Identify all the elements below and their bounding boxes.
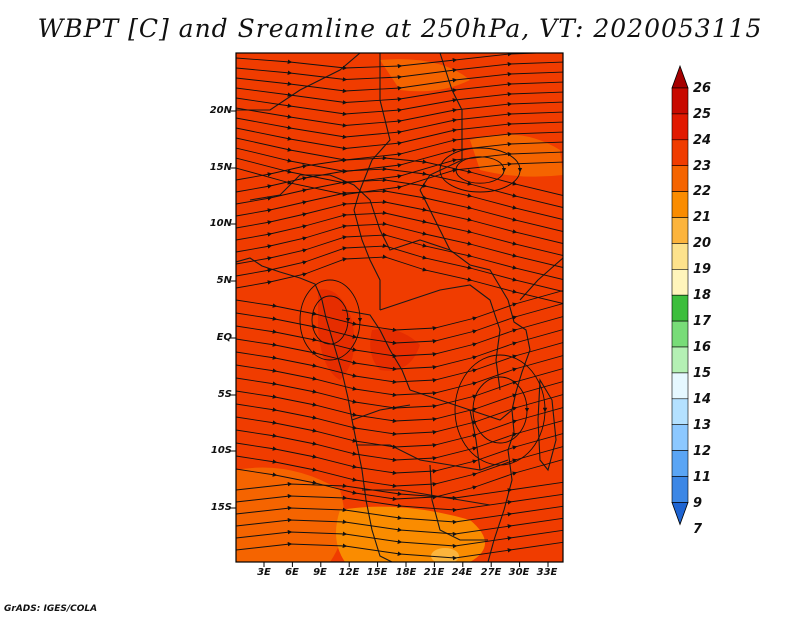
lon-label-3e: 3E: [257, 567, 271, 578]
lon-label-27e: 27E: [480, 567, 502, 578]
colorbar-label-15: 15: [693, 366, 712, 381]
colorbar-label-19: 19: [693, 262, 712, 277]
lat-label-20n: 20N: [209, 105, 232, 116]
streamline: [236, 254, 563, 304]
colorbar-swatch: [671, 294, 689, 322]
colorbar-label-18: 18: [693, 288, 712, 303]
lat-label-15s: 15S: [210, 502, 232, 513]
lon-label-24e: 24E: [451, 567, 473, 578]
colorbar-top-arrow: [671, 64, 689, 89]
footer-credit: GrADS: IGES/COLA: [4, 604, 98, 614]
colorbar-swatch: [671, 217, 689, 244]
axis-ticks: [231, 110, 549, 567]
map-title: WBPT [C] and Sreamline at 250hPa, VT: 20…: [37, 14, 763, 43]
lat-label-10s: 10S: [210, 445, 232, 456]
streamline: [236, 541, 563, 561]
lon-label-21e: 21E: [423, 567, 445, 578]
colorbar-swatch: [671, 87, 689, 115]
coastline-horn: [519, 257, 563, 301]
colorbar-label-22: 22: [693, 184, 712, 199]
streamline: [311, 295, 351, 345]
lon-label-15e: 15E: [366, 567, 388, 578]
streamlines: [236, 53, 563, 561]
colorbar-label-11: 11: [693, 470, 712, 485]
colorbar-swatch: [671, 450, 689, 477]
colorbar-swatch: [671, 476, 689, 503]
colorbar-swatch: [671, 398, 689, 425]
colorbar-label-16: 16: [693, 340, 712, 355]
colorbar-label-20: 20: [693, 236, 712, 251]
colorbar-swatch: [671, 243, 689, 270]
colorbar-swatch: [671, 372, 689, 400]
colorbar-label-13: 13: [693, 418, 712, 433]
madagascar: [537, 378, 557, 472]
wbpt-field: [236, 53, 563, 562]
colorbar-label-21: 21: [693, 210, 712, 225]
colorbar-swatch: [671, 346, 689, 374]
colorbar-swatch: [671, 191, 689, 218]
colorbar-label-26: 26: [693, 81, 712, 96]
lat-label-15n: 15N: [209, 162, 232, 173]
streamline: [439, 147, 523, 193]
colorbar: [671, 64, 689, 526]
colorbar-swatch: [671, 320, 689, 348]
lat-label-5s: 5S: [217, 389, 232, 400]
colorbar-swatch: [671, 165, 689, 192]
streamline: [472, 376, 530, 444]
colorbar-bottom-arrow: [671, 502, 689, 526]
lon-label-33e: 33E: [536, 567, 558, 578]
lat-label-10n: 10N: [209, 218, 232, 229]
colorbar-swatch: [671, 424, 689, 451]
colorbar-label-25: 25: [693, 107, 712, 122]
streamline: [454, 354, 548, 466]
lon-label-6e: 6E: [285, 567, 299, 578]
lon-label-9e: 9E: [313, 567, 327, 578]
colorbar-label-17: 17: [693, 314, 712, 329]
lon-label-18e: 18E: [395, 567, 417, 578]
streamline: [455, 156, 507, 184]
colorbar-label-7: 7: [693, 522, 703, 537]
colorbar-label-24: 24: [693, 133, 712, 148]
streamline: [299, 279, 363, 361]
map-frame: [235, 52, 564, 563]
colorbar-label-9: 9: [693, 496, 703, 511]
lon-label-12e: 12E: [338, 567, 360, 578]
lat-label-5n: 5N: [216, 275, 232, 286]
colorbar-label-23: 23: [693, 159, 712, 174]
colorbar-label-14: 14: [693, 392, 712, 407]
colorbar-swatch: [671, 268, 689, 296]
colorbar-swatch: [671, 139, 689, 167]
lat-label-eq: EQ: [216, 332, 232, 343]
colorbar-label-12: 12: [693, 444, 712, 459]
lon-label-30e: 30E: [508, 567, 530, 578]
colorbar-swatch: [671, 113, 689, 141]
